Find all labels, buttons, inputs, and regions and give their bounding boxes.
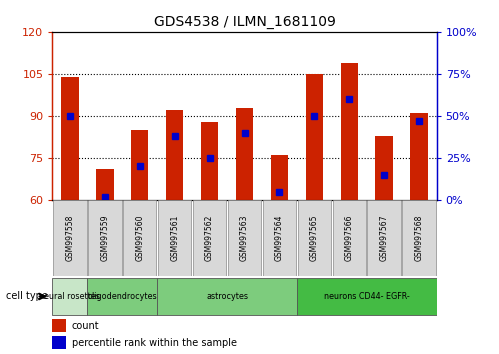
Bar [131,130,148,200]
Text: neurons CD44- EGFR-: neurons CD44- EGFR- [324,292,410,301]
Text: GSM997562: GSM997562 [205,215,214,261]
Text: cell type: cell type [5,291,47,302]
Bar [375,136,393,200]
Bar [297,278,437,315]
Bar [367,200,401,276]
Bar [157,278,297,315]
Text: GSM997567: GSM997567 [380,215,389,261]
Title: GDS4538 / ILMN_1681109: GDS4538 / ILMN_1681109 [154,16,335,29]
Text: neural rosettes: neural rosettes [39,292,100,301]
Bar [166,110,183,200]
Bar [236,108,253,200]
Bar [123,200,157,276]
Bar [340,63,358,200]
Bar [53,200,87,276]
Text: GSM997566: GSM997566 [345,215,354,261]
Bar [52,336,66,349]
Text: GSM997568: GSM997568 [415,215,424,261]
Text: GSM997565: GSM997565 [310,215,319,261]
Text: GSM997564: GSM997564 [275,215,284,261]
Bar [158,200,192,276]
Bar [305,74,323,200]
Bar [52,319,66,332]
Text: GSM997560: GSM997560 [135,215,144,261]
Text: count: count [72,321,99,331]
Bar [332,200,366,276]
Bar [52,278,87,315]
Bar [87,278,157,315]
Bar [270,155,288,200]
Text: astrocytes: astrocytes [206,292,248,301]
Text: oligodendrocytes: oligodendrocytes [87,292,157,301]
Text: GSM997559: GSM997559 [100,215,109,261]
Bar [228,200,261,276]
Bar [297,200,331,276]
Bar [410,113,428,200]
Text: GSM997561: GSM997561 [170,215,179,261]
Bar [402,200,436,276]
Bar [61,77,78,200]
Bar [201,121,218,200]
Text: percentile rank within the sample: percentile rank within the sample [72,338,237,348]
Text: GSM997563: GSM997563 [240,215,249,261]
Bar [193,200,227,276]
Text: GSM997558: GSM997558 [65,215,74,261]
Bar [262,200,296,276]
Bar [88,200,122,276]
Bar [96,169,113,200]
